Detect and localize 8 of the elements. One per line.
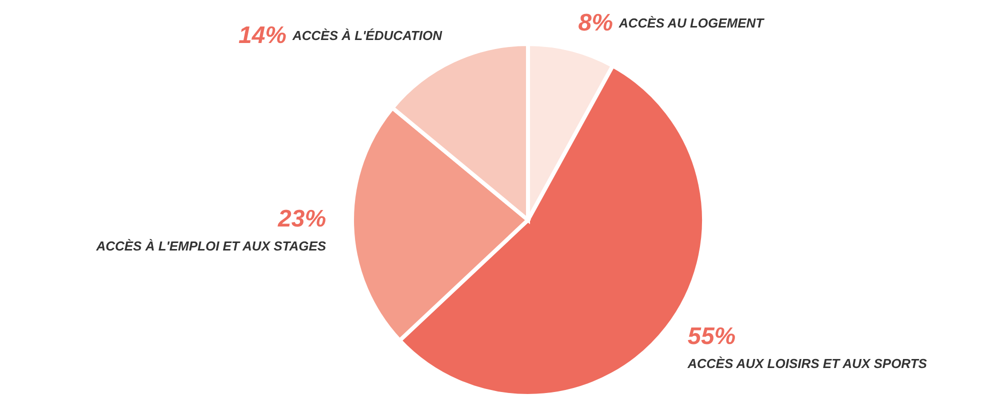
slice-label: ACCÈS AUX LOISIRS ET AUX SPORTS [686, 356, 928, 371]
data-label: 14% [238, 22, 287, 50]
data-label: 23% [277, 205, 326, 232]
slice-label: ACCÈS À L'EMPLOI ET AUX STAGES [95, 238, 326, 254]
slice-label: ACCÈS AU LOGEMENT [618, 16, 765, 31]
data-label: 8% [578, 10, 613, 37]
data-label: 55% [688, 322, 736, 350]
slice-label: ACCÈS À L'ÉDUCATION [292, 28, 443, 44]
